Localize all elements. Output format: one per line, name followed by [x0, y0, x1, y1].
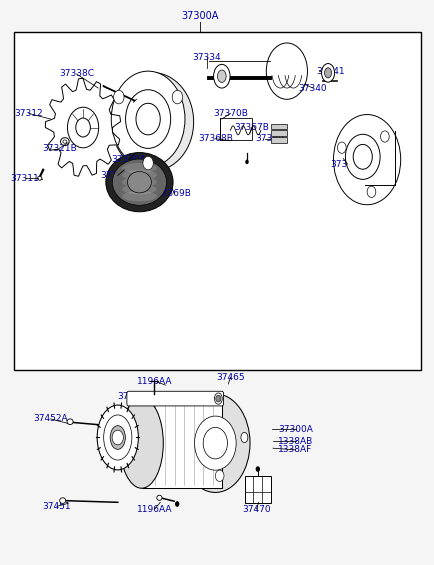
Ellipse shape	[266, 43, 307, 99]
Circle shape	[172, 90, 182, 104]
Circle shape	[203, 427, 227, 459]
Ellipse shape	[60, 138, 69, 146]
Text: 37300A: 37300A	[277, 424, 312, 433]
Circle shape	[136, 103, 160, 135]
Circle shape	[194, 416, 236, 470]
Text: 37370B: 37370B	[213, 109, 247, 118]
Ellipse shape	[333, 115, 400, 205]
Text: 1196AA: 1196AA	[137, 377, 172, 386]
Text: 37334: 37334	[192, 53, 220, 62]
Circle shape	[215, 470, 224, 481]
Circle shape	[113, 90, 124, 104]
Text: 37340: 37340	[298, 84, 326, 93]
Bar	[14, 32, 420, 370]
Ellipse shape	[63, 140, 67, 144]
Ellipse shape	[122, 191, 156, 201]
Ellipse shape	[103, 415, 132, 460]
Text: 37338C: 37338C	[59, 69, 94, 79]
Ellipse shape	[324, 68, 331, 78]
Circle shape	[352, 145, 372, 169]
Text: 37369B: 37369B	[156, 189, 191, 198]
Text: 37360B: 37360B	[329, 160, 364, 168]
Bar	[141, 398, 221, 488]
Bar	[270, 124, 286, 129]
Circle shape	[380, 131, 388, 142]
Text: 37300A: 37300A	[181, 11, 218, 21]
Ellipse shape	[180, 394, 250, 493]
Circle shape	[143, 157, 153, 170]
Ellipse shape	[120, 398, 163, 488]
Text: 1338AF: 1338AF	[278, 445, 312, 454]
Text: 37451: 37451	[43, 502, 71, 511]
Text: 37350B: 37350B	[100, 171, 135, 180]
Bar	[270, 137, 286, 143]
Circle shape	[111, 71, 184, 167]
Ellipse shape	[240, 432, 247, 442]
Circle shape	[76, 118, 90, 137]
Ellipse shape	[321, 63, 334, 82]
Ellipse shape	[213, 64, 230, 88]
Ellipse shape	[122, 170, 156, 180]
Ellipse shape	[111, 72, 193, 171]
Text: 37312: 37312	[14, 109, 43, 118]
Circle shape	[67, 107, 99, 148]
Ellipse shape	[214, 393, 222, 404]
Circle shape	[125, 90, 170, 149]
Text: 37341: 37341	[315, 67, 344, 76]
Ellipse shape	[156, 496, 161, 501]
Ellipse shape	[110, 425, 125, 449]
Bar	[244, 476, 270, 503]
Text: 37452A: 37452A	[33, 414, 68, 423]
Text: 37461A: 37461A	[118, 392, 152, 401]
Circle shape	[255, 466, 260, 472]
Circle shape	[337, 142, 345, 153]
Circle shape	[366, 186, 375, 197]
Ellipse shape	[122, 163, 156, 173]
Text: 37321B: 37321B	[42, 144, 76, 153]
Text: 1196AA: 1196AA	[137, 505, 172, 514]
Ellipse shape	[122, 184, 156, 194]
Ellipse shape	[97, 405, 138, 470]
Ellipse shape	[67, 419, 73, 424]
Text: 37367B: 37367B	[234, 123, 269, 132]
Circle shape	[245, 160, 248, 164]
Circle shape	[174, 501, 179, 507]
Bar	[219, 118, 252, 141]
Ellipse shape	[37, 176, 42, 180]
Text: 37368B: 37368B	[197, 134, 232, 144]
Text: 37311: 37311	[10, 173, 39, 182]
Ellipse shape	[127, 171, 151, 193]
Ellipse shape	[105, 153, 173, 212]
Bar	[270, 131, 286, 136]
Circle shape	[215, 396, 220, 402]
Polygon shape	[45, 79, 120, 176]
FancyBboxPatch shape	[127, 392, 223, 406]
Text: 37330A: 37330A	[111, 155, 146, 164]
Ellipse shape	[112, 159, 166, 205]
Text: 37470: 37470	[242, 505, 270, 514]
Text: 1338AB: 1338AB	[277, 437, 312, 446]
Circle shape	[112, 430, 123, 445]
Ellipse shape	[59, 498, 66, 503]
Text: 37465: 37465	[216, 373, 244, 382]
Ellipse shape	[122, 177, 156, 187]
Circle shape	[345, 134, 379, 179]
Ellipse shape	[217, 70, 226, 82]
Text: 37380: 37380	[255, 134, 283, 144]
